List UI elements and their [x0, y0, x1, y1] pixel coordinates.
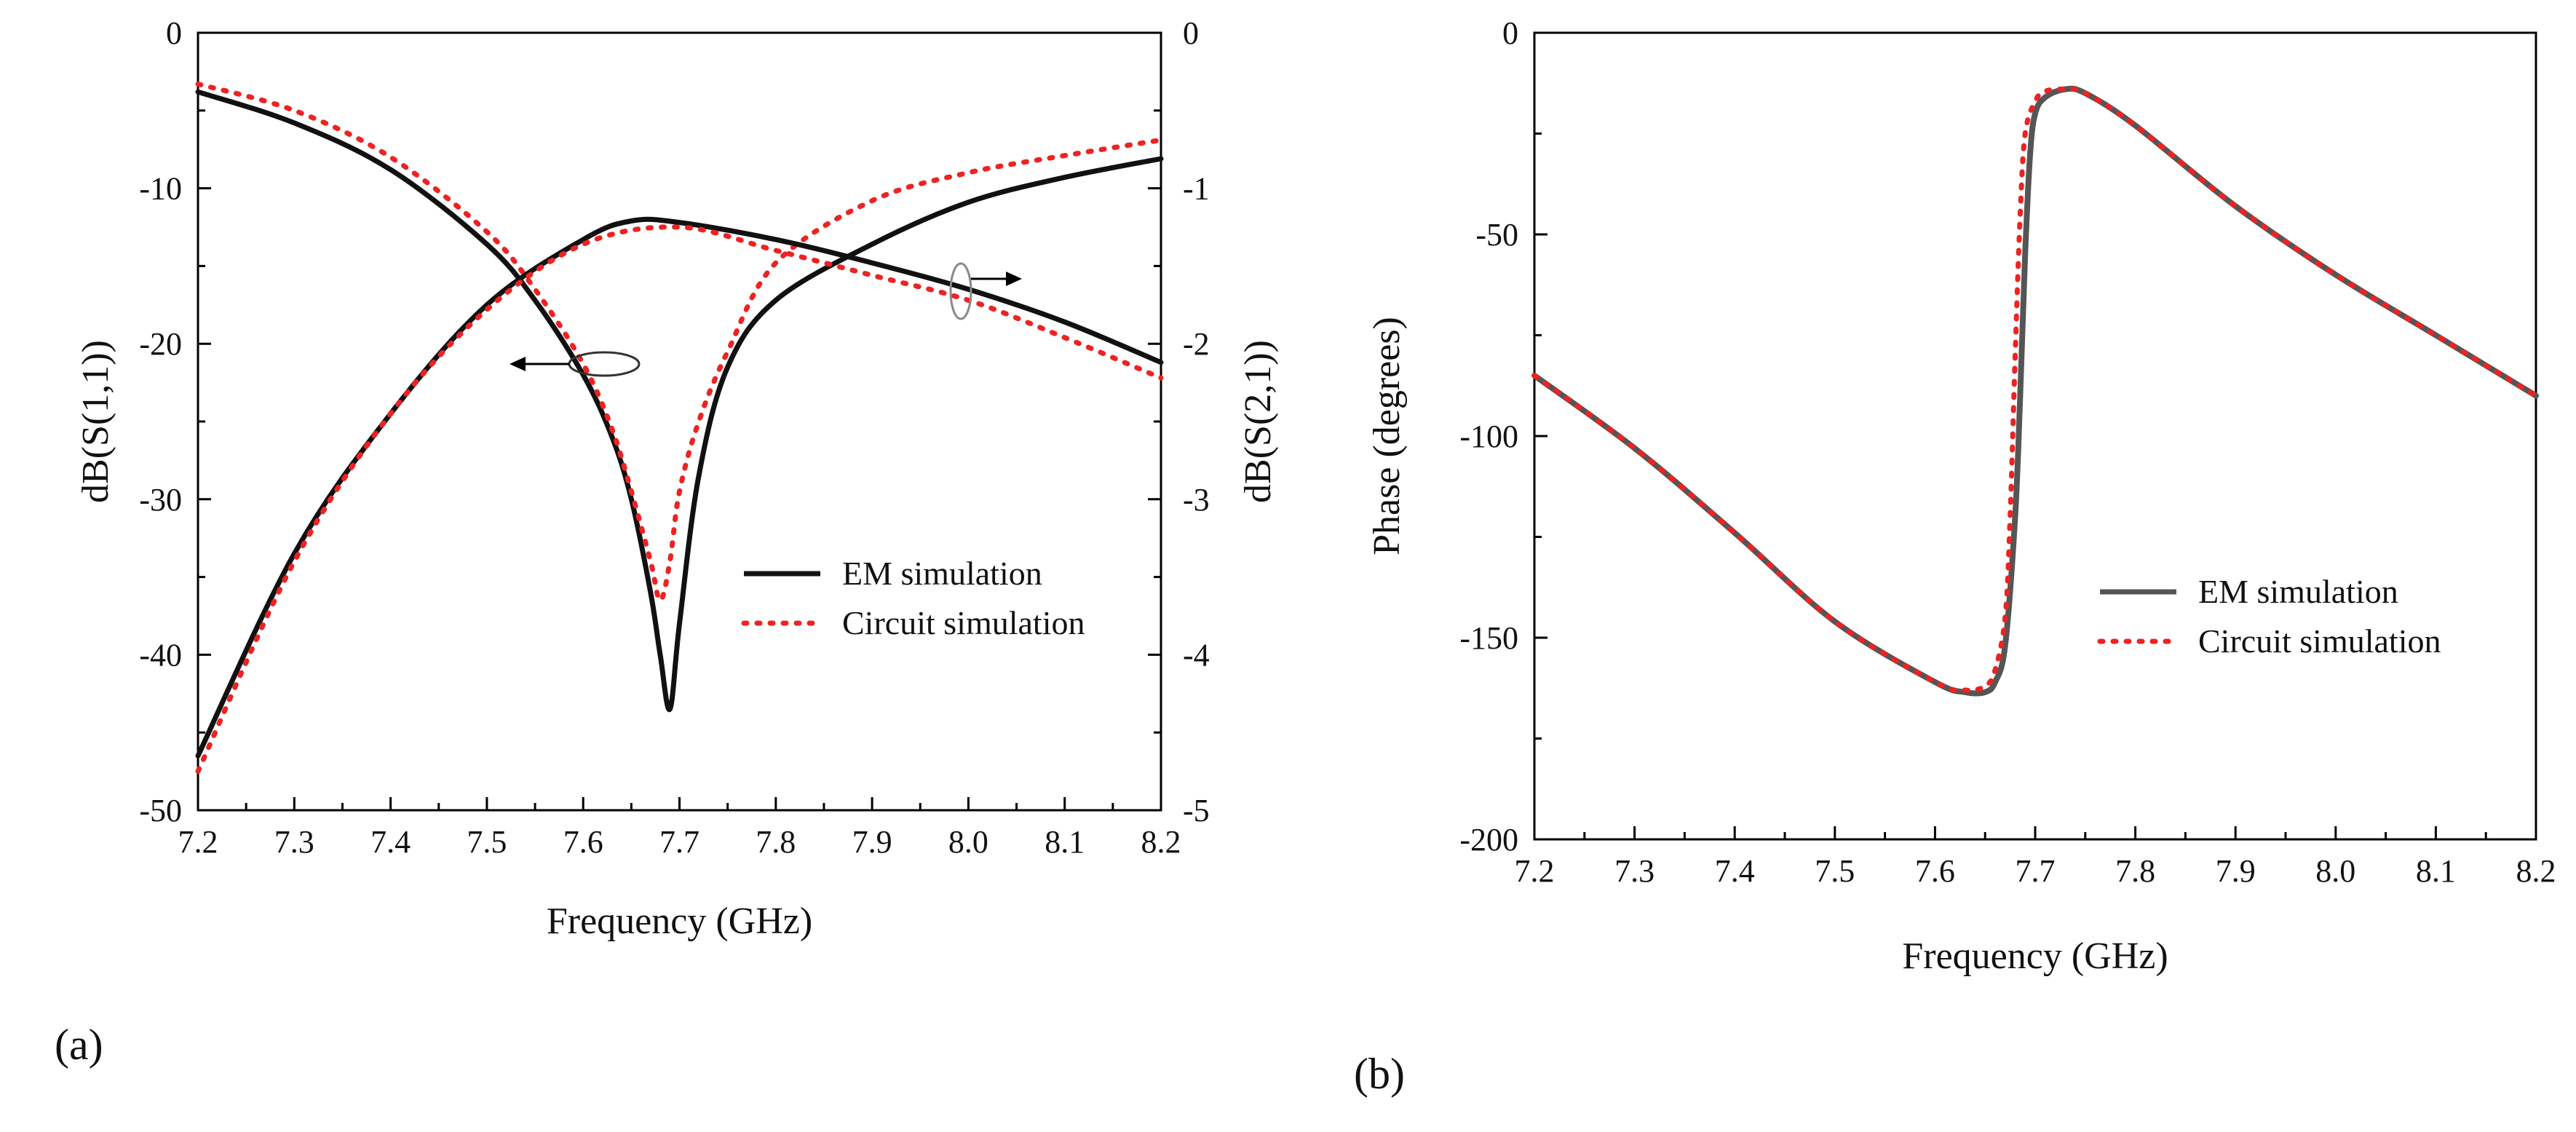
a-xtick-label: 7.2: [178, 824, 218, 860]
a-s21-indicator-ellipse: [949, 262, 972, 320]
a-left-ytick-label: -50: [139, 793, 182, 828]
b-legend-em-label: EM simulation: [2198, 573, 2398, 610]
b-xtick-label: 7.4: [1715, 853, 1755, 889]
a-xtick-label: 7.5: [467, 824, 507, 860]
b-ylabel: Phase (degrees): [1366, 317, 1408, 555]
panel-a: 7.2 7.3 7.4 7.5 7.6 7.7 7.8 7.9 8.0 8.1 8.20-10-20…: [75, 15, 1279, 942]
a-right-ytick-label: -4: [1183, 637, 1210, 673]
b-xtick-label: 7.8: [2115, 853, 2155, 889]
a-left-ytick-label: -10: [139, 171, 182, 207]
a-xtick-label: 8.1: [1045, 824, 1085, 860]
a-right-ytick-label: -1: [1183, 171, 1210, 207]
a-right-ytick-label: 0: [1183, 15, 1199, 51]
b-xtick-label: 8.1: [2416, 853, 2456, 889]
a-xtick-label: 7.9: [852, 824, 892, 860]
a-legend-em-label: EM simulation: [842, 555, 1042, 592]
b-series-circuit: [1531, 86, 2539, 693]
b-left-ytick-label: -150: [1459, 620, 1518, 656]
a-left-ytick-label: -40: [139, 637, 182, 673]
panel-b: 7.2 7.3 7.4 7.5 7.6 7.7 7.8 7.9 8.0 8.1 8.2 0 -50 -10…: [1366, 15, 2556, 977]
a-xtick-label: 7.4: [370, 824, 411, 860]
a-left-ytick-label: -20: [139, 326, 182, 362]
a-right-ytick-label: -2: [1183, 326, 1210, 362]
a-series-s11-circuit: [195, 82, 1164, 603]
b-left-ytick-label: -100: [1459, 419, 1518, 454]
b-xtick-label: 8.0: [2315, 853, 2355, 889]
a-xlabel: Frequency (GHz): [547, 901, 812, 942]
a-left-ytick-label: -30: [139, 482, 182, 518]
b-left-ytick-label: -50: [1475, 217, 1518, 253]
b-xtick-label: 7.9: [2216, 853, 2256, 889]
b-xtick-label: 8.2: [2516, 853, 2556, 889]
b-xtick-label: 7.6: [1915, 853, 1955, 889]
a-series-s11-em: [195, 89, 1164, 713]
a-xtick-label: 8.2: [1141, 824, 1181, 860]
b-xlabel: Frequency (GHz): [1902, 935, 2168, 977]
a-left-ytick-label: 0: [166, 15, 182, 51]
b-xtick-label: 7.7: [2016, 853, 2056, 889]
b-frame: [1533, 31, 2537, 841]
b-left-ytick-label: 0: [1502, 15, 1518, 51]
b-xtick-label: 7.2: [1515, 853, 1555, 889]
panel-label-b: (b): [1354, 1050, 1405, 1098]
b-left-ytick-label: -200: [1459, 822, 1518, 858]
b-xtick-label: 7.3: [1614, 853, 1654, 889]
a-s21-arrowhead: [1006, 272, 1022, 286]
panel-label-a: (a): [55, 1021, 103, 1069]
a-frame: [197, 31, 1162, 812]
a-xtick-label: 7.7: [659, 824, 700, 860]
a-right-ytick-label: -3: [1183, 482, 1210, 518]
a-series-s21-circuit: [195, 224, 1164, 775]
a-s11-arrowhead: [510, 357, 526, 371]
a-ylabel-left: dB(S(1,1)): [75, 340, 116, 503]
a-ylabel-right: dB(S(2,1)): [1237, 340, 1279, 503]
b-xtick-label: 7.5: [1815, 853, 1855, 889]
a-legend-circuit-label: Circuit simulation: [842, 604, 1085, 641]
b-legend-circuit-label: Circuit simulation: [2198, 622, 2441, 660]
a-series-s21-em: [195, 216, 1164, 759]
a-right-ytick-label: -5: [1183, 793, 1210, 828]
a-xtick-label: 7.3: [274, 824, 314, 860]
a-xtick-label: 8.0: [948, 824, 988, 860]
a-xtick-label: 7.8: [756, 824, 796, 860]
a-xtick-label: 7.6: [563, 824, 603, 860]
